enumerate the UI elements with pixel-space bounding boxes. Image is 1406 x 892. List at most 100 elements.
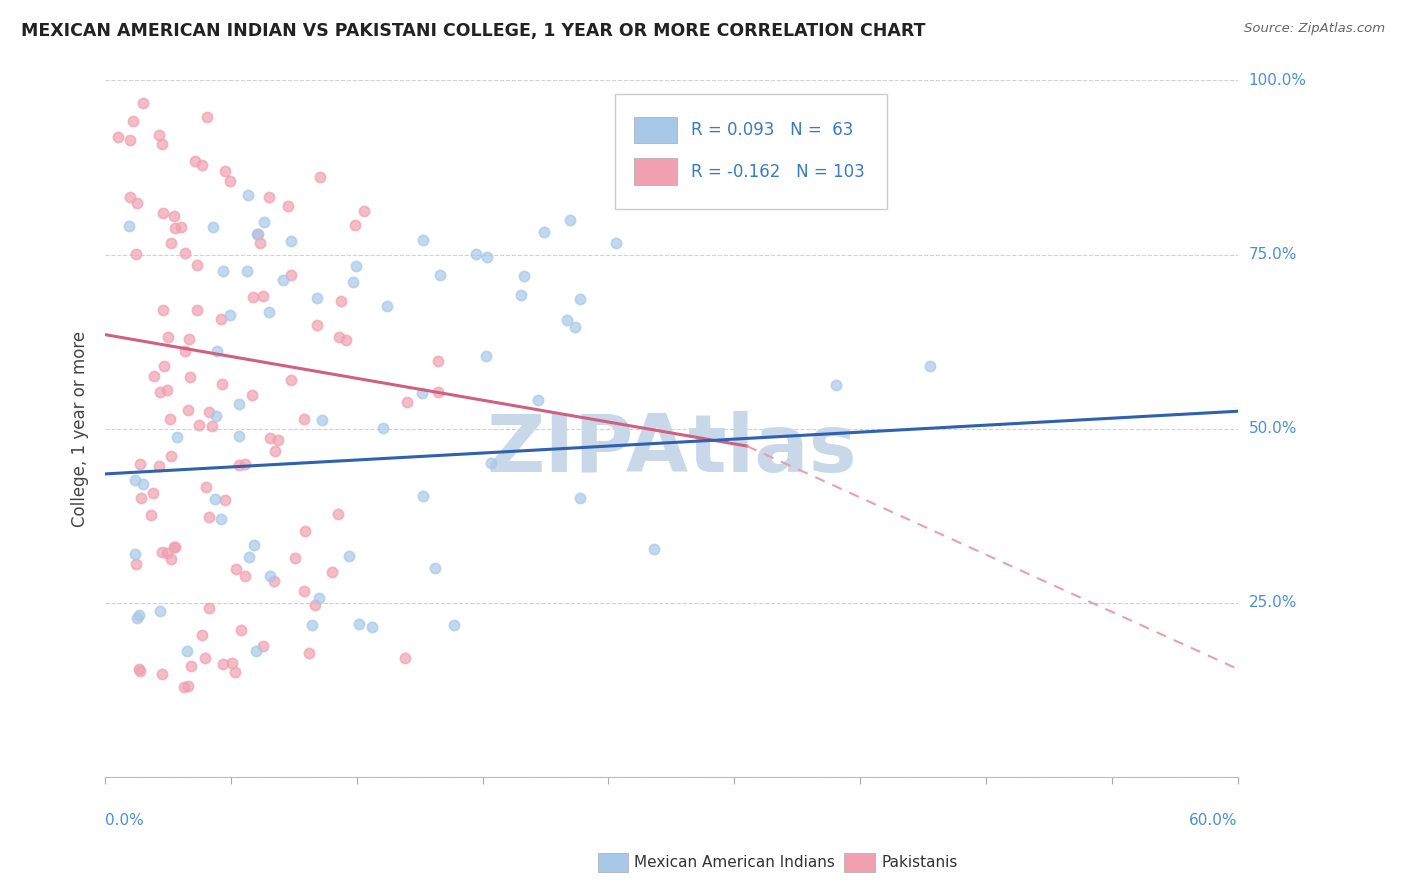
Point bbox=[170, 220, 193, 235]
Point bbox=[152, 205, 174, 219]
Point bbox=[425, 561, 447, 575]
Point bbox=[149, 604, 172, 618]
Point bbox=[326, 507, 349, 521]
Point bbox=[249, 235, 271, 250]
Point bbox=[132, 476, 155, 491]
Point bbox=[159, 236, 181, 251]
Point bbox=[186, 303, 208, 318]
Point bbox=[179, 370, 201, 384]
Y-axis label: College, 1 year or more: College, 1 year or more bbox=[72, 331, 89, 526]
Point bbox=[301, 618, 323, 632]
Point bbox=[353, 204, 375, 219]
Point bbox=[107, 129, 129, 144]
Point bbox=[412, 233, 434, 247]
Point bbox=[139, 508, 162, 522]
Point bbox=[238, 549, 260, 564]
Point bbox=[128, 608, 150, 623]
Point bbox=[605, 235, 627, 250]
Point bbox=[174, 245, 197, 260]
Point bbox=[412, 489, 434, 503]
Text: 100.0%: 100.0% bbox=[1249, 73, 1306, 88]
Point bbox=[526, 392, 548, 407]
Point bbox=[198, 405, 221, 419]
Point bbox=[155, 546, 177, 560]
Point bbox=[569, 491, 592, 506]
Point bbox=[225, 561, 247, 575]
Point bbox=[150, 667, 173, 681]
Point bbox=[825, 378, 848, 392]
Point bbox=[118, 219, 141, 233]
Point bbox=[344, 259, 367, 273]
Point bbox=[148, 459, 170, 474]
Point bbox=[159, 411, 181, 425]
Point bbox=[152, 303, 174, 318]
Point bbox=[253, 215, 276, 229]
Point bbox=[221, 656, 243, 670]
Point bbox=[177, 332, 200, 346]
Point bbox=[558, 212, 581, 227]
Point bbox=[271, 273, 294, 287]
Point bbox=[235, 458, 257, 472]
FancyBboxPatch shape bbox=[614, 95, 887, 210]
Text: ZIPAtlas: ZIPAtlas bbox=[486, 410, 856, 489]
Point bbox=[201, 220, 224, 235]
Point bbox=[211, 377, 233, 392]
Point bbox=[294, 524, 316, 539]
Point bbox=[195, 110, 218, 124]
Point bbox=[184, 153, 207, 168]
Point bbox=[180, 659, 202, 673]
Point bbox=[163, 209, 186, 223]
Text: 75.0%: 75.0% bbox=[1249, 247, 1296, 262]
Point bbox=[555, 312, 578, 326]
Point bbox=[259, 190, 281, 204]
Point bbox=[292, 412, 315, 426]
Point bbox=[245, 644, 267, 658]
Point bbox=[339, 549, 361, 564]
Point bbox=[643, 541, 665, 556]
Point bbox=[204, 492, 226, 507]
Point bbox=[510, 288, 533, 302]
Point bbox=[533, 225, 555, 239]
Point bbox=[142, 485, 165, 500]
Point bbox=[186, 258, 208, 272]
Point bbox=[218, 174, 240, 188]
Point bbox=[347, 616, 370, 631]
FancyBboxPatch shape bbox=[634, 159, 678, 185]
Point bbox=[212, 657, 235, 671]
Point bbox=[120, 190, 142, 204]
Text: Mexican American Indians: Mexican American Indians bbox=[634, 855, 835, 870]
Point bbox=[321, 565, 343, 579]
Point bbox=[335, 333, 357, 347]
FancyBboxPatch shape bbox=[634, 117, 678, 143]
Point bbox=[124, 547, 146, 561]
Point bbox=[464, 247, 486, 261]
Point bbox=[259, 431, 281, 445]
Point bbox=[377, 299, 399, 313]
Point bbox=[479, 457, 502, 471]
Point bbox=[329, 293, 352, 308]
Point bbox=[165, 540, 187, 554]
Point bbox=[245, 227, 267, 241]
Point bbox=[150, 137, 173, 152]
Point bbox=[429, 268, 451, 282]
Point bbox=[214, 164, 236, 178]
Point bbox=[191, 627, 214, 641]
Text: 25.0%: 25.0% bbox=[1249, 595, 1296, 610]
Point bbox=[129, 664, 152, 678]
Point bbox=[263, 574, 285, 588]
Text: R = -0.162   N = 103: R = -0.162 N = 103 bbox=[690, 162, 865, 181]
Point bbox=[342, 275, 364, 289]
Point bbox=[187, 417, 209, 432]
Point bbox=[259, 569, 281, 583]
Point bbox=[228, 458, 250, 472]
Point bbox=[205, 344, 228, 359]
Text: R = 0.093   N =  63: R = 0.093 N = 63 bbox=[690, 121, 853, 139]
Point bbox=[564, 319, 586, 334]
Text: Pakistanis: Pakistanis bbox=[882, 855, 957, 870]
Point bbox=[150, 545, 173, 559]
Point bbox=[240, 388, 263, 402]
Point bbox=[277, 199, 299, 213]
Point bbox=[242, 290, 264, 304]
Point bbox=[308, 169, 330, 184]
Point bbox=[477, 251, 499, 265]
